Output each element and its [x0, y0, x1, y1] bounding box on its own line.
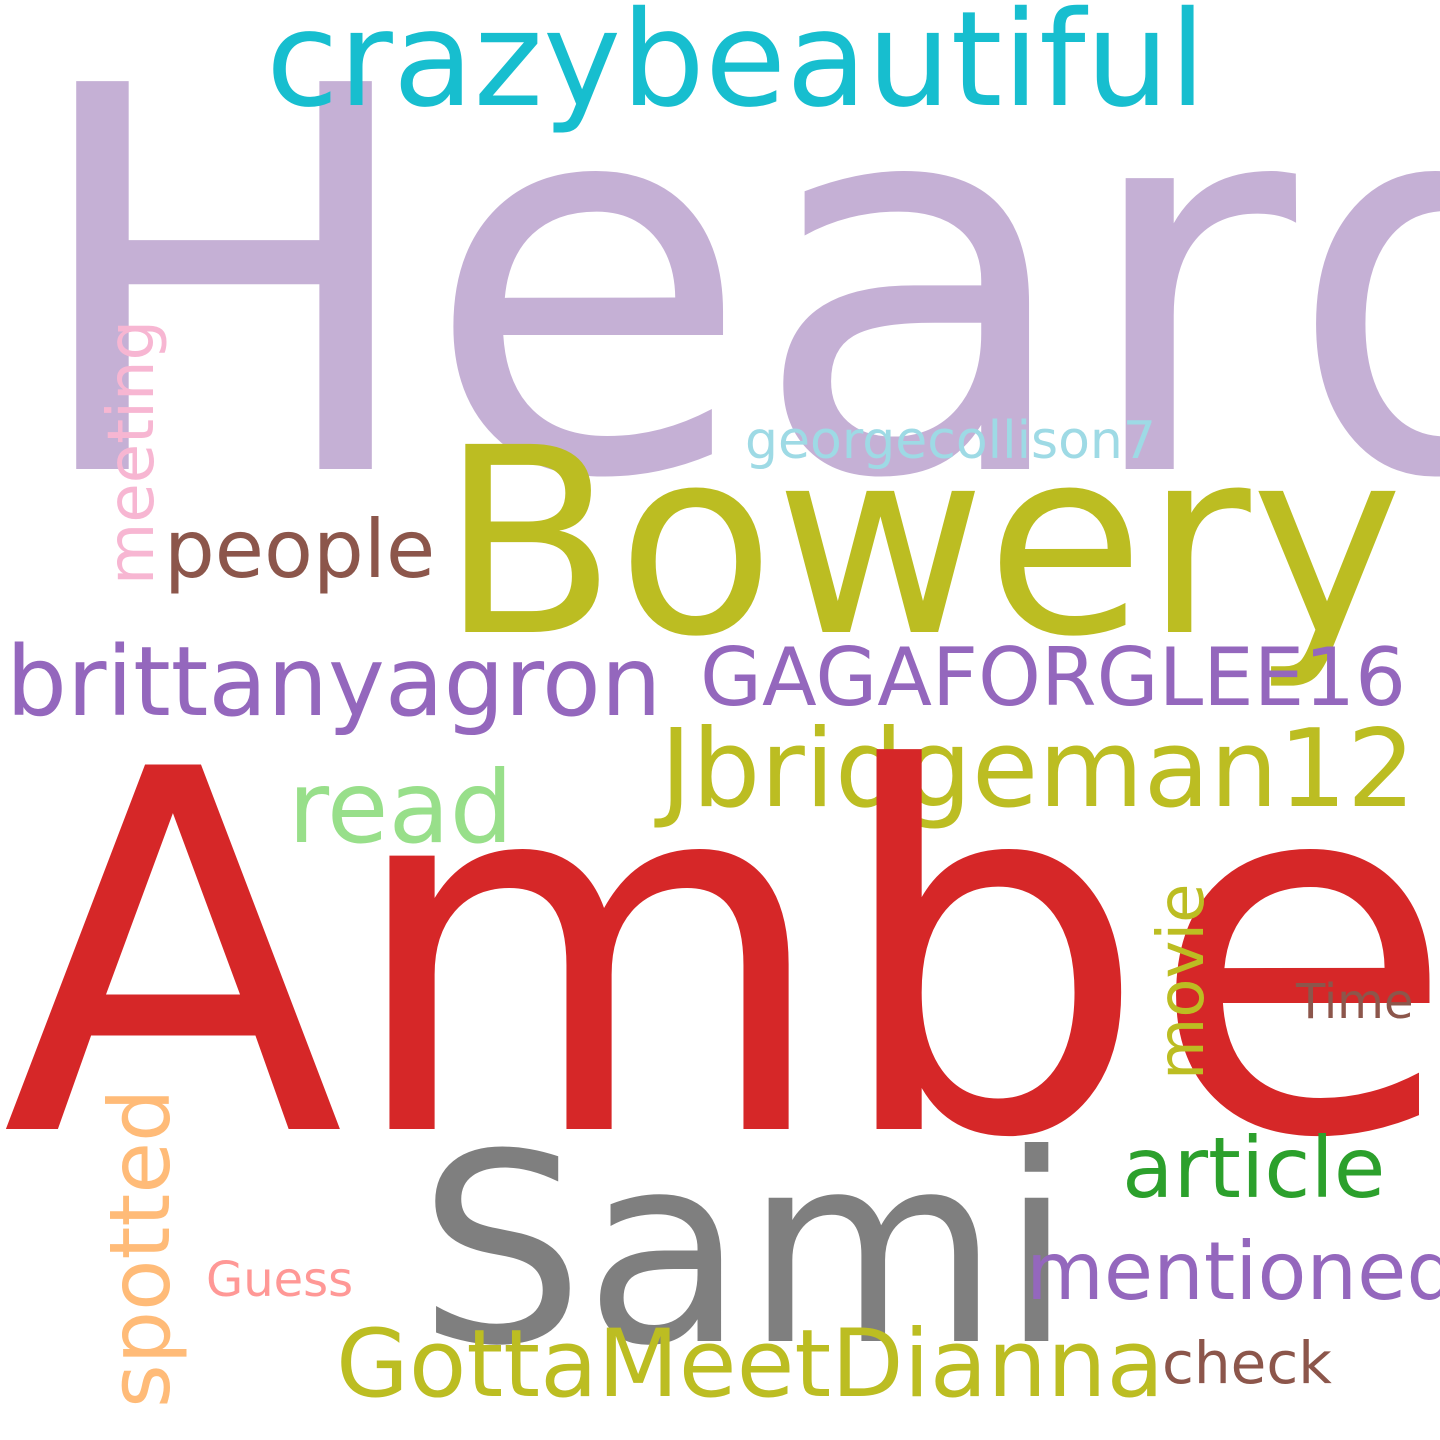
word-spotted: spotted: [91, 1088, 189, 1408]
word-brittanyagron: brittanyagron: [6, 626, 662, 738]
word-heard: Heard: [24, 0, 1440, 595]
word-check: check: [1162, 1329, 1332, 1397]
word-time: Time: [1296, 974, 1414, 1030]
word-georgecollison7: georgecollison7: [745, 411, 1156, 471]
word-jbridgeman12: Jbridgeman12: [660, 707, 1416, 832]
word-meeting: meeting: [95, 319, 169, 585]
word-guess: Guess: [206, 1252, 354, 1308]
word-bowery: Bowery: [440, 393, 1404, 693]
word-article: article: [1122, 1119, 1386, 1217]
word-movie: movie: [1145, 883, 1219, 1080]
word-people: people: [164, 503, 436, 596]
word-gottameetdianna: GottaMeetDianna: [336, 1310, 1165, 1419]
word-read: read: [288, 749, 514, 866]
word-crazybeautiful: crazybeautiful: [266, 0, 1206, 137]
word-sami: Sami: [418, 1098, 1073, 1403]
word-mentioned: mentioned: [1026, 1225, 1440, 1318]
word-gagaforglee16: GAGAFORGLEE16: [700, 631, 1407, 724]
word-amber: Amber: [2, 665, 1440, 1247]
